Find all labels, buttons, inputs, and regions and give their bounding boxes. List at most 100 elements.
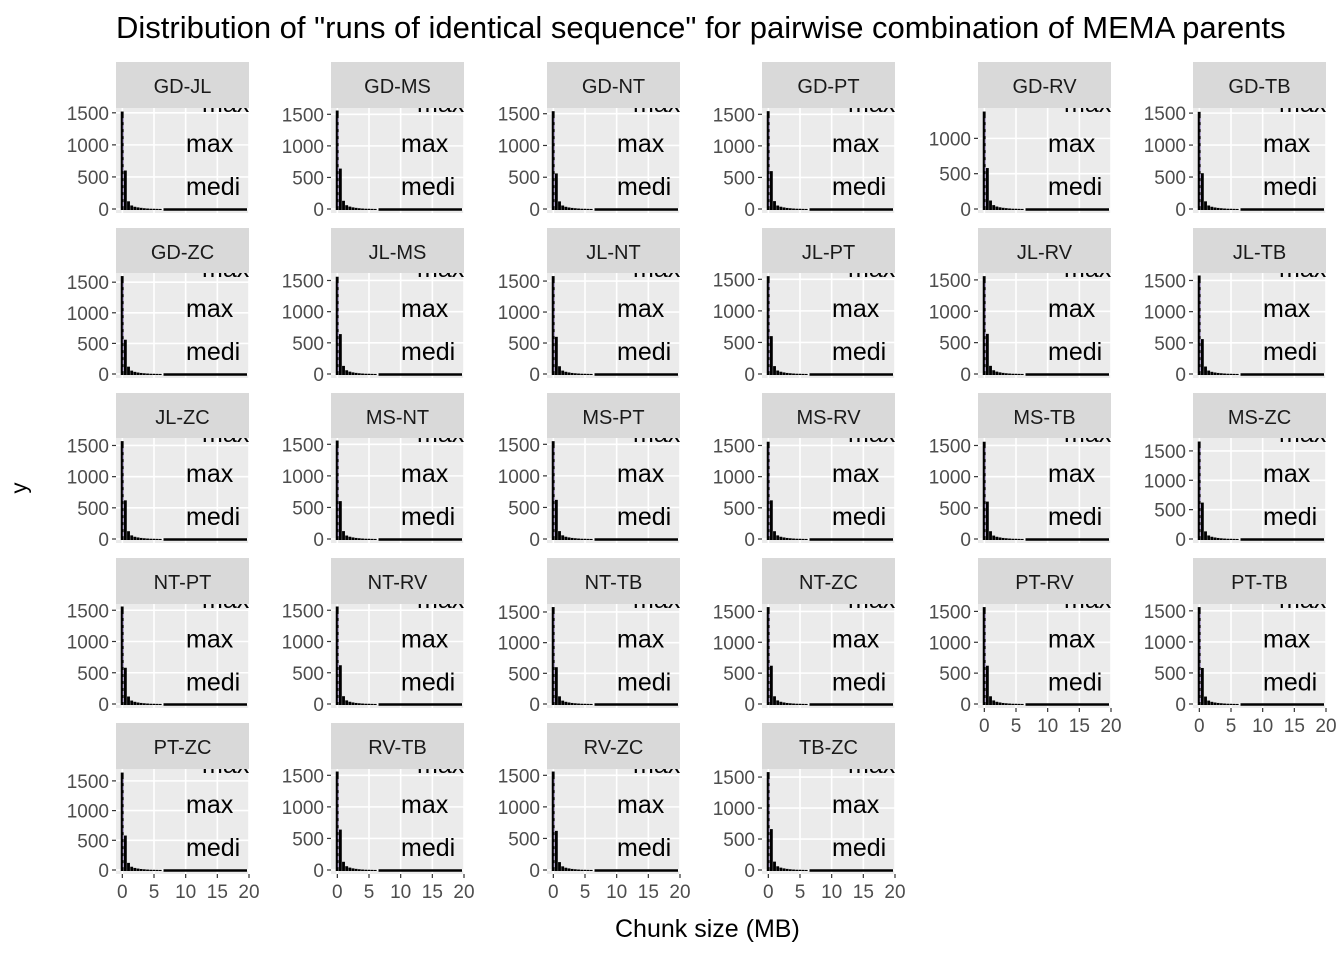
- annotation-group: max max medi: [832, 604, 895, 696]
- histogram-bar: [801, 538, 805, 540]
- annotation-median: medi: [617, 338, 671, 366]
- histogram-bar: [792, 703, 795, 705]
- histogram-bar: [583, 208, 587, 210]
- histogram-bar: [1204, 366, 1207, 375]
- facet-strip-label: MS-NT: [366, 407, 429, 429]
- histogram-bar: [766, 441, 770, 540]
- y-tick-label: 0: [529, 530, 540, 551]
- histogram-bar: [1200, 173, 1204, 210]
- histogram-bar: [1197, 111, 1201, 210]
- histogram-bar: [367, 869, 371, 871]
- histogram-bar: [589, 373, 593, 375]
- y-tick-label: 500: [508, 829, 540, 850]
- histogram-bar: [351, 207, 355, 210]
- histogram-bar: [564, 206, 568, 210]
- facet-strip: [547, 62, 680, 108]
- y-tick-label: 1500: [713, 105, 755, 126]
- histogram-bar: [373, 869, 377, 871]
- histogram-bar: [1207, 370, 1211, 375]
- annotation-max-fragment: max: [1064, 420, 1112, 448]
- x-tick-label: 20: [1100, 716, 1121, 737]
- histogram-bar: [766, 111, 770, 210]
- histogram-bar: [564, 371, 568, 375]
- histogram-bar: [998, 537, 1002, 540]
- histogram-bar: [367, 208, 371, 210]
- y-tick-label: 1000: [282, 137, 324, 158]
- x-tick-label: 10: [175, 882, 196, 903]
- histogram-bar: [152, 208, 156, 210]
- panel-background: [547, 438, 680, 543]
- histogram-bar: [123, 835, 127, 871]
- histogram-bar: [554, 830, 558, 871]
- panel-background: [331, 108, 464, 213]
- histogram-bar: [127, 531, 130, 540]
- facet-panel-jl-ms: JL-MSmaxmaxmedi050010001500: [282, 228, 465, 386]
- facet-panel-gd-rv: GD-RVmaxmaxmedi05001000: [929, 62, 1112, 221]
- histogram-bar: [367, 703, 371, 705]
- annotation-max: max: [617, 626, 665, 654]
- histogram-bar: [133, 536, 137, 540]
- histogram-bar: [564, 701, 568, 705]
- panel-background: [116, 273, 249, 378]
- y-tick-label: 500: [1154, 664, 1186, 685]
- y-tick-label: 0: [1175, 695, 1186, 716]
- histogram-bar: [558, 696, 561, 705]
- histogram-bar: [357, 869, 361, 871]
- histogram-bar: [1232, 538, 1236, 540]
- histogram-bar: [142, 208, 146, 210]
- histogram-bar: [1020, 538, 1024, 540]
- facet-strip-label: NT-TB: [585, 572, 643, 594]
- y-tick-label: 0: [960, 695, 971, 716]
- histogram-bar: [798, 538, 802, 540]
- histogram-bar: [133, 701, 137, 705]
- histogram-bar: [577, 208, 580, 210]
- histogram-bar: [146, 869, 149, 871]
- histogram-bar: [558, 862, 561, 871]
- panel-background: [547, 273, 680, 378]
- histogram-bar: [554, 667, 558, 705]
- histogram-bar: [561, 700, 565, 705]
- histogram-bar: [773, 696, 776, 705]
- x-tick-label: 10: [390, 882, 411, 903]
- histogram-bar: [123, 500, 127, 540]
- annotation-group: max max medi: [617, 273, 680, 366]
- facet-strip-label: GD-JL: [154, 76, 212, 98]
- histogram-bar: [373, 373, 377, 375]
- histogram-bar: [992, 205, 996, 210]
- y-tick-label: 1000: [713, 468, 755, 489]
- annotation-median: medi: [617, 173, 671, 201]
- annotation-max-fragment: max: [202, 255, 250, 283]
- histogram-bar: [769, 336, 773, 375]
- y-tick-label: 1500: [1144, 442, 1186, 463]
- histogram-bar: [1235, 208, 1239, 210]
- y-tick-label: 0: [744, 365, 755, 386]
- histogram-bar: [123, 339, 127, 375]
- histogram-bar: [564, 867, 568, 871]
- histogram-bar: [354, 207, 358, 210]
- annotation-median: medi: [186, 503, 240, 531]
- annotation-max-fragment: max: [1279, 255, 1327, 283]
- y-tick-label: 1500: [498, 603, 540, 624]
- panel-background: [331, 769, 464, 874]
- histogram-bar: [779, 206, 783, 210]
- histogram-bar: [1219, 538, 1223, 540]
- histogram-bar: [798, 373, 802, 375]
- annotation-max: max: [1263, 295, 1311, 323]
- histogram-bar: [782, 702, 786, 705]
- histogram-bar: [985, 168, 989, 210]
- panel-background: [547, 108, 680, 213]
- facet-strip-label: NT-PT: [154, 572, 212, 594]
- histogram-bar: [338, 665, 342, 705]
- histogram-bar: [792, 208, 795, 210]
- histogram-bar: [149, 538, 153, 540]
- panel-background: [116, 108, 249, 213]
- annotation-group: max max medi: [1048, 420, 1112, 531]
- facet-panel-nt-zc: NT-ZCmaxmaxmedi050010001500: [713, 558, 896, 716]
- histogram-bar: [1226, 373, 1230, 375]
- annotation-max: max: [1048, 130, 1096, 158]
- annotation-group: max max medi: [617, 438, 680, 531]
- y-tick-label: 1000: [67, 468, 109, 489]
- facet-panel-gd-pt: GD-PTmaxmaxmedi050010001500: [713, 62, 896, 221]
- x-tick-label: 0: [117, 882, 128, 903]
- histogram-bar: [123, 667, 127, 705]
